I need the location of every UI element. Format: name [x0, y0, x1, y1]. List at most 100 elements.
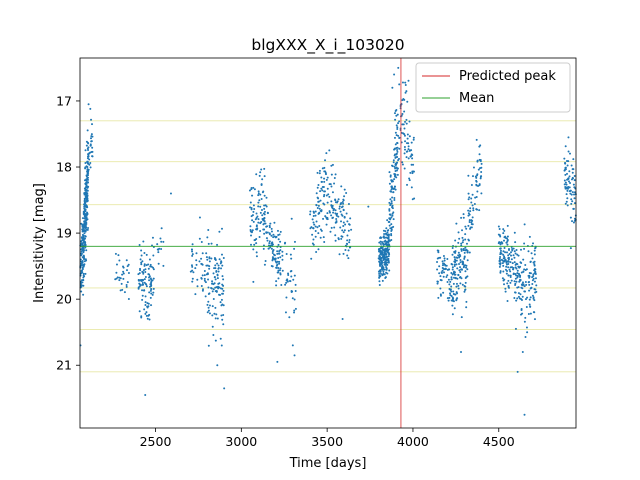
data-point	[338, 205, 341, 208]
data-point	[569, 192, 572, 195]
data-point	[521, 283, 524, 286]
data-point	[140, 316, 143, 319]
data-point	[200, 277, 203, 280]
data-point	[316, 226, 319, 229]
data-point	[86, 171, 89, 174]
data-point	[451, 268, 454, 271]
data-point	[523, 413, 526, 416]
data-point	[264, 204, 267, 207]
data-point	[263, 207, 266, 210]
data-point	[270, 265, 273, 268]
data-point	[470, 183, 473, 186]
data-point	[465, 227, 468, 230]
data-point	[455, 263, 458, 266]
data-point	[499, 249, 502, 252]
data-point	[533, 264, 536, 267]
data-point	[284, 283, 287, 286]
data-point	[392, 191, 395, 194]
data-point	[82, 284, 85, 287]
data-point	[458, 269, 461, 272]
data-point	[499, 243, 502, 246]
data-point	[294, 290, 297, 293]
data-point	[563, 157, 566, 160]
data-point	[394, 156, 397, 159]
data-point	[82, 256, 85, 259]
data-point	[122, 272, 125, 275]
data-point	[389, 198, 392, 201]
data-point	[403, 110, 406, 113]
data-point	[144, 268, 147, 271]
data-point	[317, 200, 320, 203]
data-point	[406, 137, 409, 140]
data-point	[90, 140, 93, 143]
data-point	[451, 304, 454, 307]
data-point	[314, 235, 317, 238]
data-point	[220, 344, 223, 347]
data-point	[503, 256, 506, 259]
data-point	[512, 254, 515, 257]
data-point	[478, 209, 481, 212]
data-point	[269, 222, 272, 225]
data-point	[381, 279, 384, 282]
data-point	[406, 100, 409, 103]
data-point	[534, 277, 537, 280]
data-point	[315, 251, 318, 254]
data-point	[84, 246, 87, 249]
data-point	[147, 263, 150, 266]
data-point	[380, 250, 383, 253]
data-point	[137, 287, 140, 290]
data-point	[455, 298, 458, 301]
data-point	[273, 257, 276, 260]
data-point	[85, 144, 88, 147]
data-point	[517, 254, 520, 257]
data-point	[498, 241, 501, 244]
data-point	[388, 269, 391, 272]
data-point	[216, 243, 219, 246]
data-point	[83, 232, 86, 235]
data-point	[524, 316, 527, 319]
data-point	[523, 247, 526, 250]
data-point	[469, 207, 472, 210]
data-point	[324, 170, 327, 173]
data-point	[339, 226, 342, 229]
data-point	[221, 318, 224, 321]
data-point	[249, 201, 252, 204]
data-point	[403, 134, 406, 137]
data-point	[216, 262, 219, 265]
data-point	[453, 307, 456, 310]
data-point	[331, 216, 334, 219]
data-point	[503, 278, 506, 281]
data-point	[119, 289, 122, 292]
data-point	[504, 268, 507, 271]
x-axis-title: Time [days]	[289, 456, 367, 471]
data-point	[268, 233, 271, 236]
data-point	[386, 219, 389, 222]
data-point	[212, 334, 215, 337]
data-point	[83, 217, 86, 220]
data-point	[146, 302, 149, 305]
data-point	[336, 212, 339, 215]
data-point	[143, 281, 146, 284]
data-point	[472, 209, 475, 212]
data-point	[467, 224, 470, 227]
data-point	[86, 192, 89, 195]
data-point	[220, 253, 223, 256]
data-point	[210, 242, 213, 245]
data-point	[514, 241, 517, 244]
data-point	[277, 238, 280, 241]
data-point	[311, 218, 314, 221]
data-point	[326, 218, 329, 221]
data-point	[317, 248, 320, 251]
data-point	[505, 272, 508, 275]
data-point	[439, 294, 442, 297]
data-point	[339, 210, 342, 213]
data-point	[276, 252, 279, 255]
data-point	[531, 282, 534, 285]
data-point	[331, 204, 334, 207]
data-point	[350, 228, 353, 231]
data-point	[459, 266, 462, 269]
data-point	[87, 142, 90, 145]
data-point	[218, 230, 221, 233]
data-point	[198, 237, 201, 240]
data-point	[387, 260, 390, 263]
